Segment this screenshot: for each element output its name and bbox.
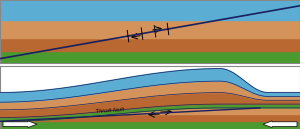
FancyArrow shape [263, 121, 297, 128]
FancyArrow shape [3, 121, 37, 128]
Text: Thrust fault: Thrust fault [96, 107, 124, 114]
